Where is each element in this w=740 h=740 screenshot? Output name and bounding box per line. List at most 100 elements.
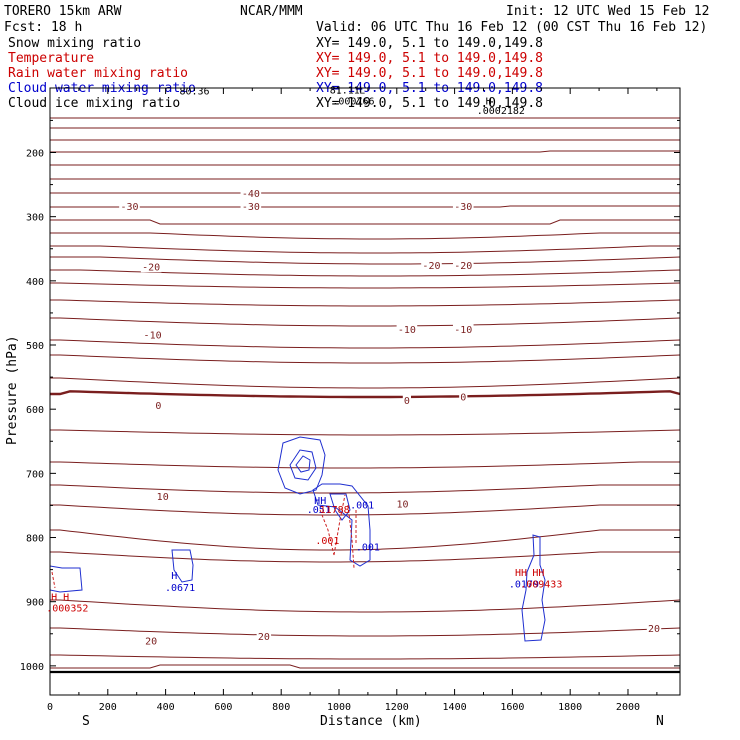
isotherm-line: [50, 205, 680, 208]
y-tick-label: 500: [26, 341, 44, 352]
header-forecast: Fcst: 18 h: [4, 20, 82, 35]
extremum-label: .009433: [520, 580, 562, 591]
temperature-label-bg: [395, 498, 410, 510]
legend-temperature-xy: XY= 149.0, 5.1 to 149.0,149.8: [316, 51, 543, 66]
extremum-label: .0671: [165, 583, 195, 594]
extremum-label: H H: [51, 592, 69, 603]
cloud-water-contour: [289, 449, 317, 481]
legend-temperature-label: Temperature: [8, 51, 94, 66]
extremum-label: HH: [314, 496, 326, 507]
y-tick-label: 600: [26, 405, 44, 416]
temperature-label-bg: [452, 260, 474, 272]
isotherm-contours: [50, 117, 681, 669]
temperature-label: 20: [145, 636, 157, 647]
header-init: Init: 12 UTC Wed 15 Feb 12: [506, 4, 710, 19]
extremum-label: HH: [515, 568, 527, 579]
extremum-label: .000766: [332, 96, 374, 107]
x-tick-label: 1800: [558, 702, 582, 713]
temperature-label-bg: [140, 261, 162, 273]
temperature-label-bg: [452, 200, 474, 212]
isotherm-line: [50, 219, 680, 225]
axis-ticks: 0 200 400 600 800 1000 1200 1400 1600 1800 2000200…: [20, 88, 680, 713]
temperature-label: 0: [155, 401, 161, 412]
extremum-label: H: [171, 571, 177, 582]
temperature-label-bg: [646, 623, 662, 635]
legend-snow-label: Snow mixing ratio: [8, 36, 141, 51]
temperature-label: -30: [454, 202, 472, 213]
rain-water-contour: [347, 504, 355, 569]
rain-water-contour: [333, 494, 346, 556]
isotherm-line: [50, 377, 681, 389]
x-tick-label: 1600: [500, 702, 524, 713]
temperature-label: -20: [142, 262, 160, 273]
temperature-label-bg: [155, 491, 170, 503]
cloud-water-contour: [521, 534, 546, 642]
cloud-water-contour: [277, 436, 326, 495]
temperature-label: 20: [648, 624, 660, 635]
temperature-label: 10: [157, 492, 169, 503]
temperature-label-bg: [119, 200, 140, 212]
isotherm-line: [50, 354, 681, 364]
isotherm-line: [50, 245, 680, 254]
extremum-label: .051: [307, 505, 331, 516]
temperature-label: 0: [404, 396, 410, 407]
isotherm-line: [50, 282, 681, 289]
legend-rain-label: Rain water mixing ratio: [8, 66, 188, 81]
temperature-label: 10: [397, 500, 409, 511]
temperature-label-bg: [459, 391, 468, 403]
isotherm-line: [50, 429, 681, 436]
isotherm-line: [50, 529, 680, 551]
rain-water-contour: [51, 571, 56, 589]
cloud-water-contour: [171, 549, 194, 583]
legend-snow-xy: XY= 149.0, 5.1 to 149.0,149.8: [316, 36, 543, 51]
legend-rain-xy: XY= 149.0, 5.1 to 149.0,149.8: [316, 66, 543, 81]
y-tick-label: 1000: [20, 662, 44, 673]
extremum-label: .000352: [46, 603, 88, 614]
extremum-label: .001: [315, 536, 339, 547]
extremum-label: 81.11: [330, 85, 360, 96]
y-tick-label: 400: [26, 277, 44, 288]
y-tick-label: 900: [26, 598, 44, 609]
x-tick-label: 200: [99, 702, 117, 713]
temperature-label-bg: [143, 635, 159, 647]
temperature-label: 0: [460, 393, 466, 404]
temperature-label-bg: [421, 260, 442, 272]
cloud-water-contour: [329, 493, 351, 521]
cloud-water-contour: [312, 483, 371, 567]
cloud-water-contour: [295, 455, 311, 473]
plot-frame: [49, 87, 681, 696]
x-tick-label: 600: [214, 702, 232, 713]
rain-water-contour: [319, 509, 335, 556]
extremum-label: 11788: [320, 505, 350, 516]
x-tick-label: 2000: [616, 702, 640, 713]
extremum-label: 80.36: [179, 87, 209, 98]
temperature-label: -10: [398, 325, 416, 336]
temperature-label: -40: [242, 189, 260, 200]
x-tick-label: 1200: [385, 702, 409, 713]
legend-cloud-ice-xy: XY= 149.0, 5.1 to 149.0,149.8: [316, 96, 543, 111]
temperature-label: -20: [454, 261, 472, 272]
x-end-label-right: N: [656, 714, 664, 729]
plot-border: [49, 87, 681, 696]
extremum-label: .001: [356, 542, 380, 553]
x-tick-label: 0: [47, 702, 53, 713]
extremum-label: L: [359, 85, 365, 96]
x-tick-label: 800: [272, 702, 290, 713]
extremum-label: .0179: [509, 580, 539, 591]
y-axis-title: Pressure (hPa): [5, 335, 20, 445]
legend: Snow mixing ratio XY= 149.0, 5.1 to 149.…: [8, 36, 543, 111]
isotherm-line: [50, 484, 680, 494]
contour-labels: -40 -30 -30 -30 -20 -20 -20 -10 -10 -10 0 0 0 10 10 20 2…: [46, 85, 662, 647]
temperature-label: -30: [242, 202, 260, 213]
isotherm-line: [50, 317, 681, 327]
x-tick-label: 400: [157, 702, 175, 713]
isotherm-line: [50, 232, 680, 240]
header-model: TORERO 15km ARW: [4, 4, 122, 19]
extremum-label: .0002182: [477, 106, 525, 117]
x-end-label-left: S: [82, 714, 90, 729]
temperature-label-bg: [240, 188, 262, 200]
x-tick-label: 1400: [443, 702, 467, 713]
x-tick-label: 1000: [327, 702, 351, 713]
temperature-label: -10: [454, 325, 472, 336]
